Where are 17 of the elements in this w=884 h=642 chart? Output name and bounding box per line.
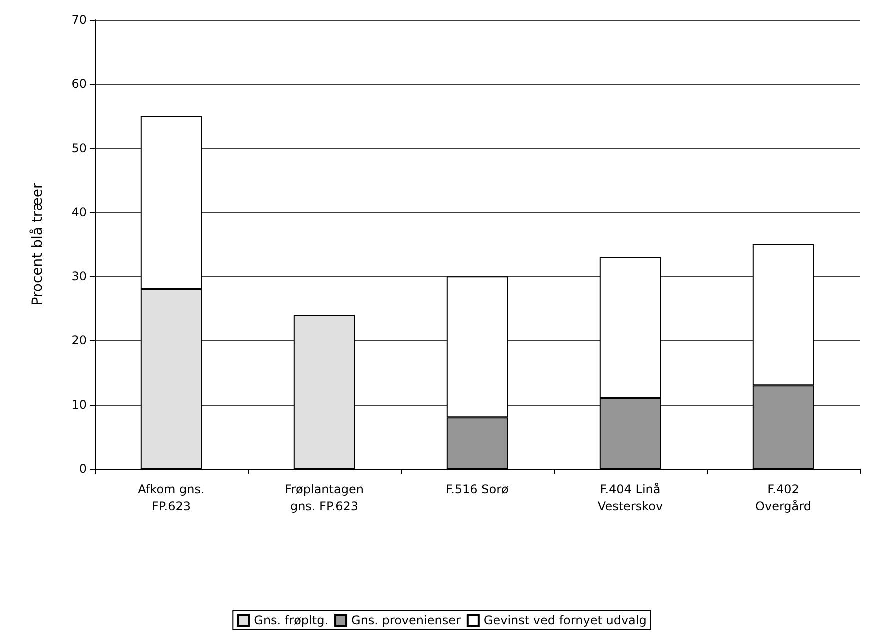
y-tick-label: 20 [72,334,87,348]
y-axis-title: Procent blå træer [29,183,46,306]
y-tick-label: 70 [72,13,87,27]
x-tick-label: Afkom gns. FP.623 [138,482,205,514]
x-tick-label: Frøplantagen gns. FP.623 [285,482,364,514]
y-tick-label: 30 [72,270,87,284]
y-tick-label: 60 [72,77,87,92]
legend-label: Gns. provenienser [352,614,461,628]
legend-label: Gns. frøpltg. [254,614,329,628]
x-tick-label: F.516 Sorø [446,482,509,496]
y-tick-label: 40 [72,205,87,220]
y-tick-label: 0 [79,462,87,476]
x-tick-label: F.404 Linå Vesterskov [598,482,664,514]
y-tick-label: 50 [72,141,87,156]
legend-label: Gevinst ved fornyet udvalg [484,614,647,628]
y-tick-label: 10 [72,398,87,412]
x-tick-label: F.402 Overgård [756,482,812,514]
